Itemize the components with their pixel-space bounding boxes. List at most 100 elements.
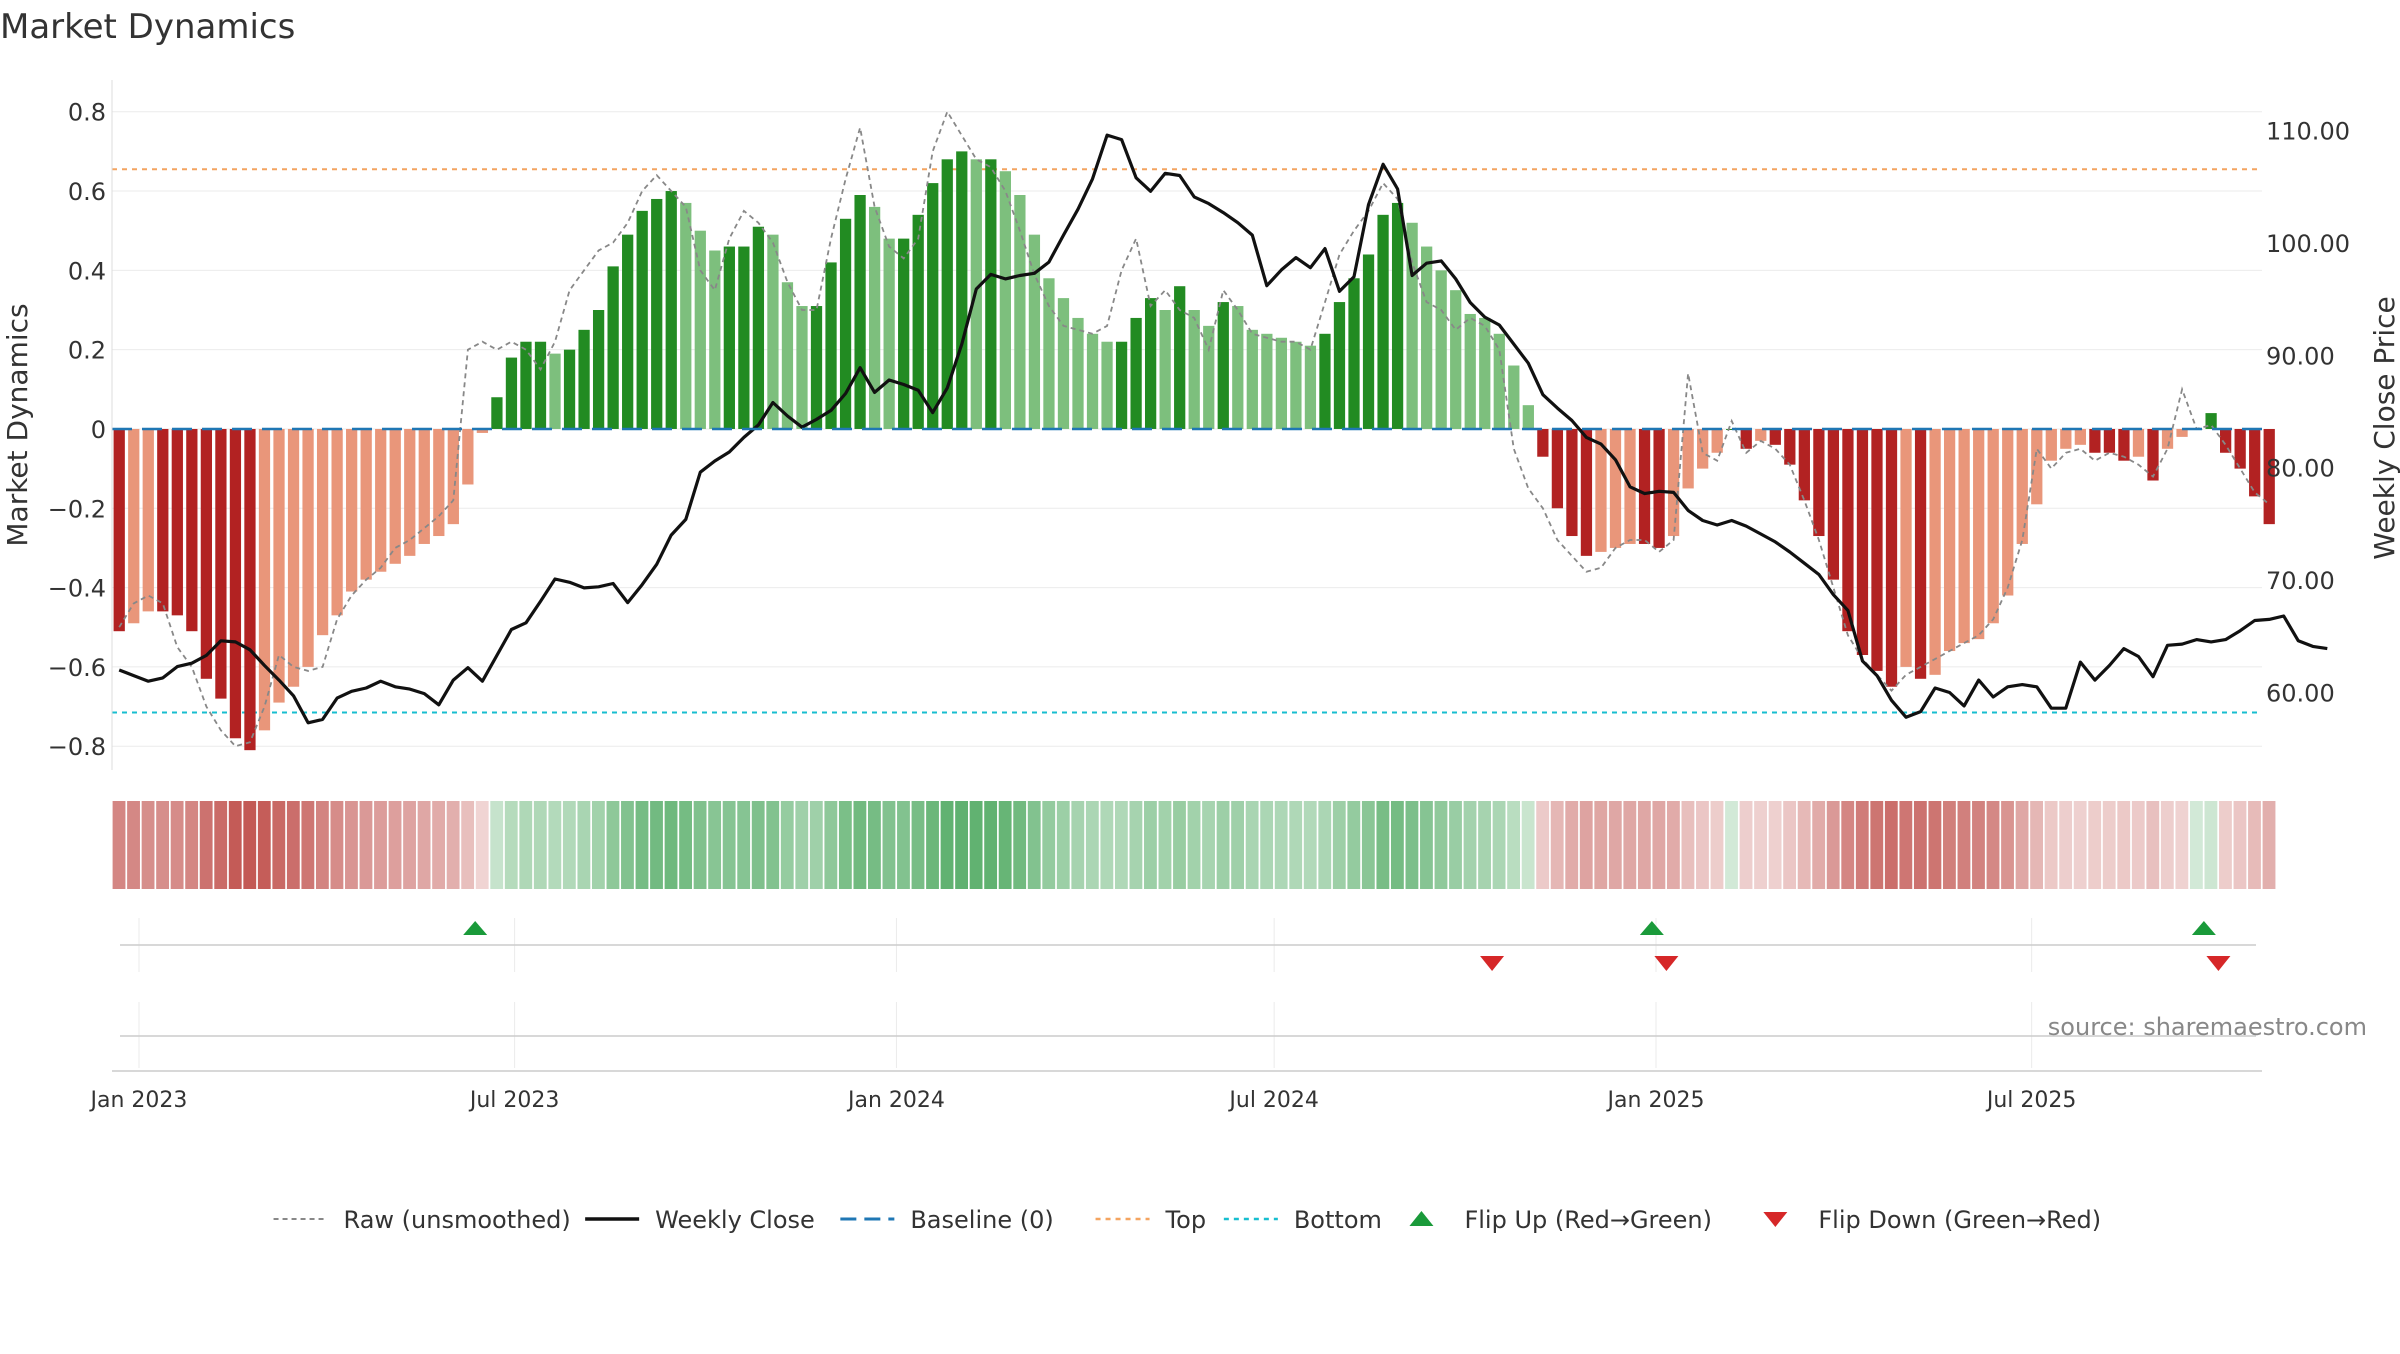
dynamics-bar xyxy=(985,159,997,429)
legend-entry-top: Top xyxy=(1095,1206,1206,1234)
dynamics-bar xyxy=(1014,195,1026,429)
x-tick-label: Jan 2023 xyxy=(89,1088,188,1113)
regime-cell xyxy=(679,801,692,889)
regime-cell xyxy=(1681,801,1695,889)
regime-cell xyxy=(1666,801,1680,889)
legend-swatch xyxy=(1409,1211,1434,1226)
dynamics-bar xyxy=(1319,333,1331,429)
regime-cell xyxy=(214,801,228,889)
regime-cell xyxy=(1913,801,1927,889)
dynamics-bar xyxy=(1188,310,1200,429)
regime-cell xyxy=(1390,801,1404,889)
y2-axis-label: Weekly Close Price xyxy=(2368,296,2400,559)
y2-tick-label: 60.00 xyxy=(2266,679,2335,707)
legend-label: Flip Up (Red→Green) xyxy=(1464,1206,1712,1234)
regime-cell xyxy=(388,801,402,889)
regime-cell xyxy=(809,801,823,889)
regime-cell xyxy=(1463,801,1477,889)
dynamics-bar xyxy=(1813,428,1825,537)
regime-cell xyxy=(1245,801,1259,889)
dynamics-bar xyxy=(1115,341,1128,429)
dynamics-bar xyxy=(1856,428,1869,655)
regime-cell xyxy=(185,801,199,889)
regime-cell xyxy=(1187,801,1201,889)
dynamics-bar xyxy=(1304,345,1317,429)
regime-cell xyxy=(737,801,751,889)
dynamics-bar xyxy=(1246,329,1258,429)
dynamics-bar xyxy=(781,282,794,429)
regime-cell xyxy=(490,801,504,889)
dynamics-bar xyxy=(1551,428,1564,509)
regime-cell xyxy=(1231,801,1245,889)
regime-cell xyxy=(2030,801,2043,889)
regime-cell xyxy=(1405,801,1419,889)
regime-cell xyxy=(112,801,126,889)
regime-cell xyxy=(2073,801,2087,889)
dynamics-bar xyxy=(1769,428,1781,445)
regime-cell xyxy=(969,801,983,889)
regime-cell xyxy=(1754,801,1767,889)
regime-cell xyxy=(708,801,722,889)
regime-cell xyxy=(199,801,213,889)
regime-cell xyxy=(2131,801,2145,889)
legend: Raw (unsmoothed) Weekly Close Baseline (0)… xyxy=(273,1206,2101,1234)
dynamics-bar xyxy=(534,341,547,429)
regime-cell xyxy=(301,801,315,889)
regime-cell xyxy=(751,801,765,889)
dynamics-bar xyxy=(404,428,416,556)
dynamics-bar xyxy=(520,341,532,429)
regime-cell xyxy=(1376,801,1390,889)
dynamics-bar xyxy=(680,202,692,429)
y2-tick-label: 100.00 xyxy=(2266,230,2350,258)
regime-cell xyxy=(2175,801,2189,889)
bottom-panel xyxy=(112,1002,2262,1072)
regime-cell xyxy=(2204,801,2218,889)
regime-cell xyxy=(650,801,663,889)
dynamics-bar xyxy=(1508,365,1520,429)
regime-cell xyxy=(2044,801,2058,889)
y2-tick-label: 70.00 xyxy=(2266,567,2335,595)
dynamics-bar xyxy=(1421,246,1433,429)
regime-cell xyxy=(1042,801,1056,889)
weekly-close-line xyxy=(118,133,2328,725)
regime-cell xyxy=(243,801,257,889)
regime-cell xyxy=(1071,801,1085,889)
dynamics-bar xyxy=(375,428,387,572)
dynamics-bar xyxy=(128,428,140,624)
dynamics-bar xyxy=(1798,428,1810,501)
legend-label: Flip Down (Green→Red) xyxy=(1818,1206,2101,1234)
dynamics-bar xyxy=(578,329,590,429)
dynamics-bar xyxy=(1057,298,1070,429)
regime-cell xyxy=(1725,801,1738,889)
dynamics-bar xyxy=(491,397,503,429)
y-tick-label: 0.4 xyxy=(68,257,106,285)
dynamics-bar xyxy=(273,428,285,703)
regime-cell xyxy=(141,801,155,889)
dynamics-bar xyxy=(1638,428,1651,544)
dynamics-bar xyxy=(389,428,401,564)
dynamics-bar xyxy=(142,428,154,612)
regime-cell xyxy=(1623,801,1637,889)
dynamics-bar xyxy=(2176,428,2188,437)
dynamics-bar xyxy=(1362,254,1375,429)
dynamics-bar xyxy=(1871,428,1883,671)
regime-cell xyxy=(315,801,329,889)
regime-cell xyxy=(984,801,998,889)
regime-cell xyxy=(432,801,446,889)
dynamics-bar xyxy=(1174,286,1186,429)
dynamics-bar xyxy=(2045,428,2057,461)
dynamics-bar xyxy=(1580,428,1593,556)
dynamics-bar xyxy=(563,349,576,429)
raw-line xyxy=(118,109,2270,748)
regime-cell xyxy=(766,801,780,889)
legend-swatch xyxy=(1763,1212,1788,1227)
dynamics-bar xyxy=(2031,428,2043,505)
regime-cell xyxy=(1986,801,2000,889)
regime-cell xyxy=(286,801,300,889)
axes: 0.8 0.6 0.4 0.2 0 −0.2 −0.4 −0.6 −0.8 110.00 100.0… xyxy=(48,80,2350,770)
flip-up-marker xyxy=(463,921,488,935)
dynamics-bar xyxy=(607,266,619,429)
regime-cell xyxy=(1434,801,1448,889)
x-tick-label: Jul 2023 xyxy=(468,1088,560,1113)
regime-cell xyxy=(519,801,533,889)
